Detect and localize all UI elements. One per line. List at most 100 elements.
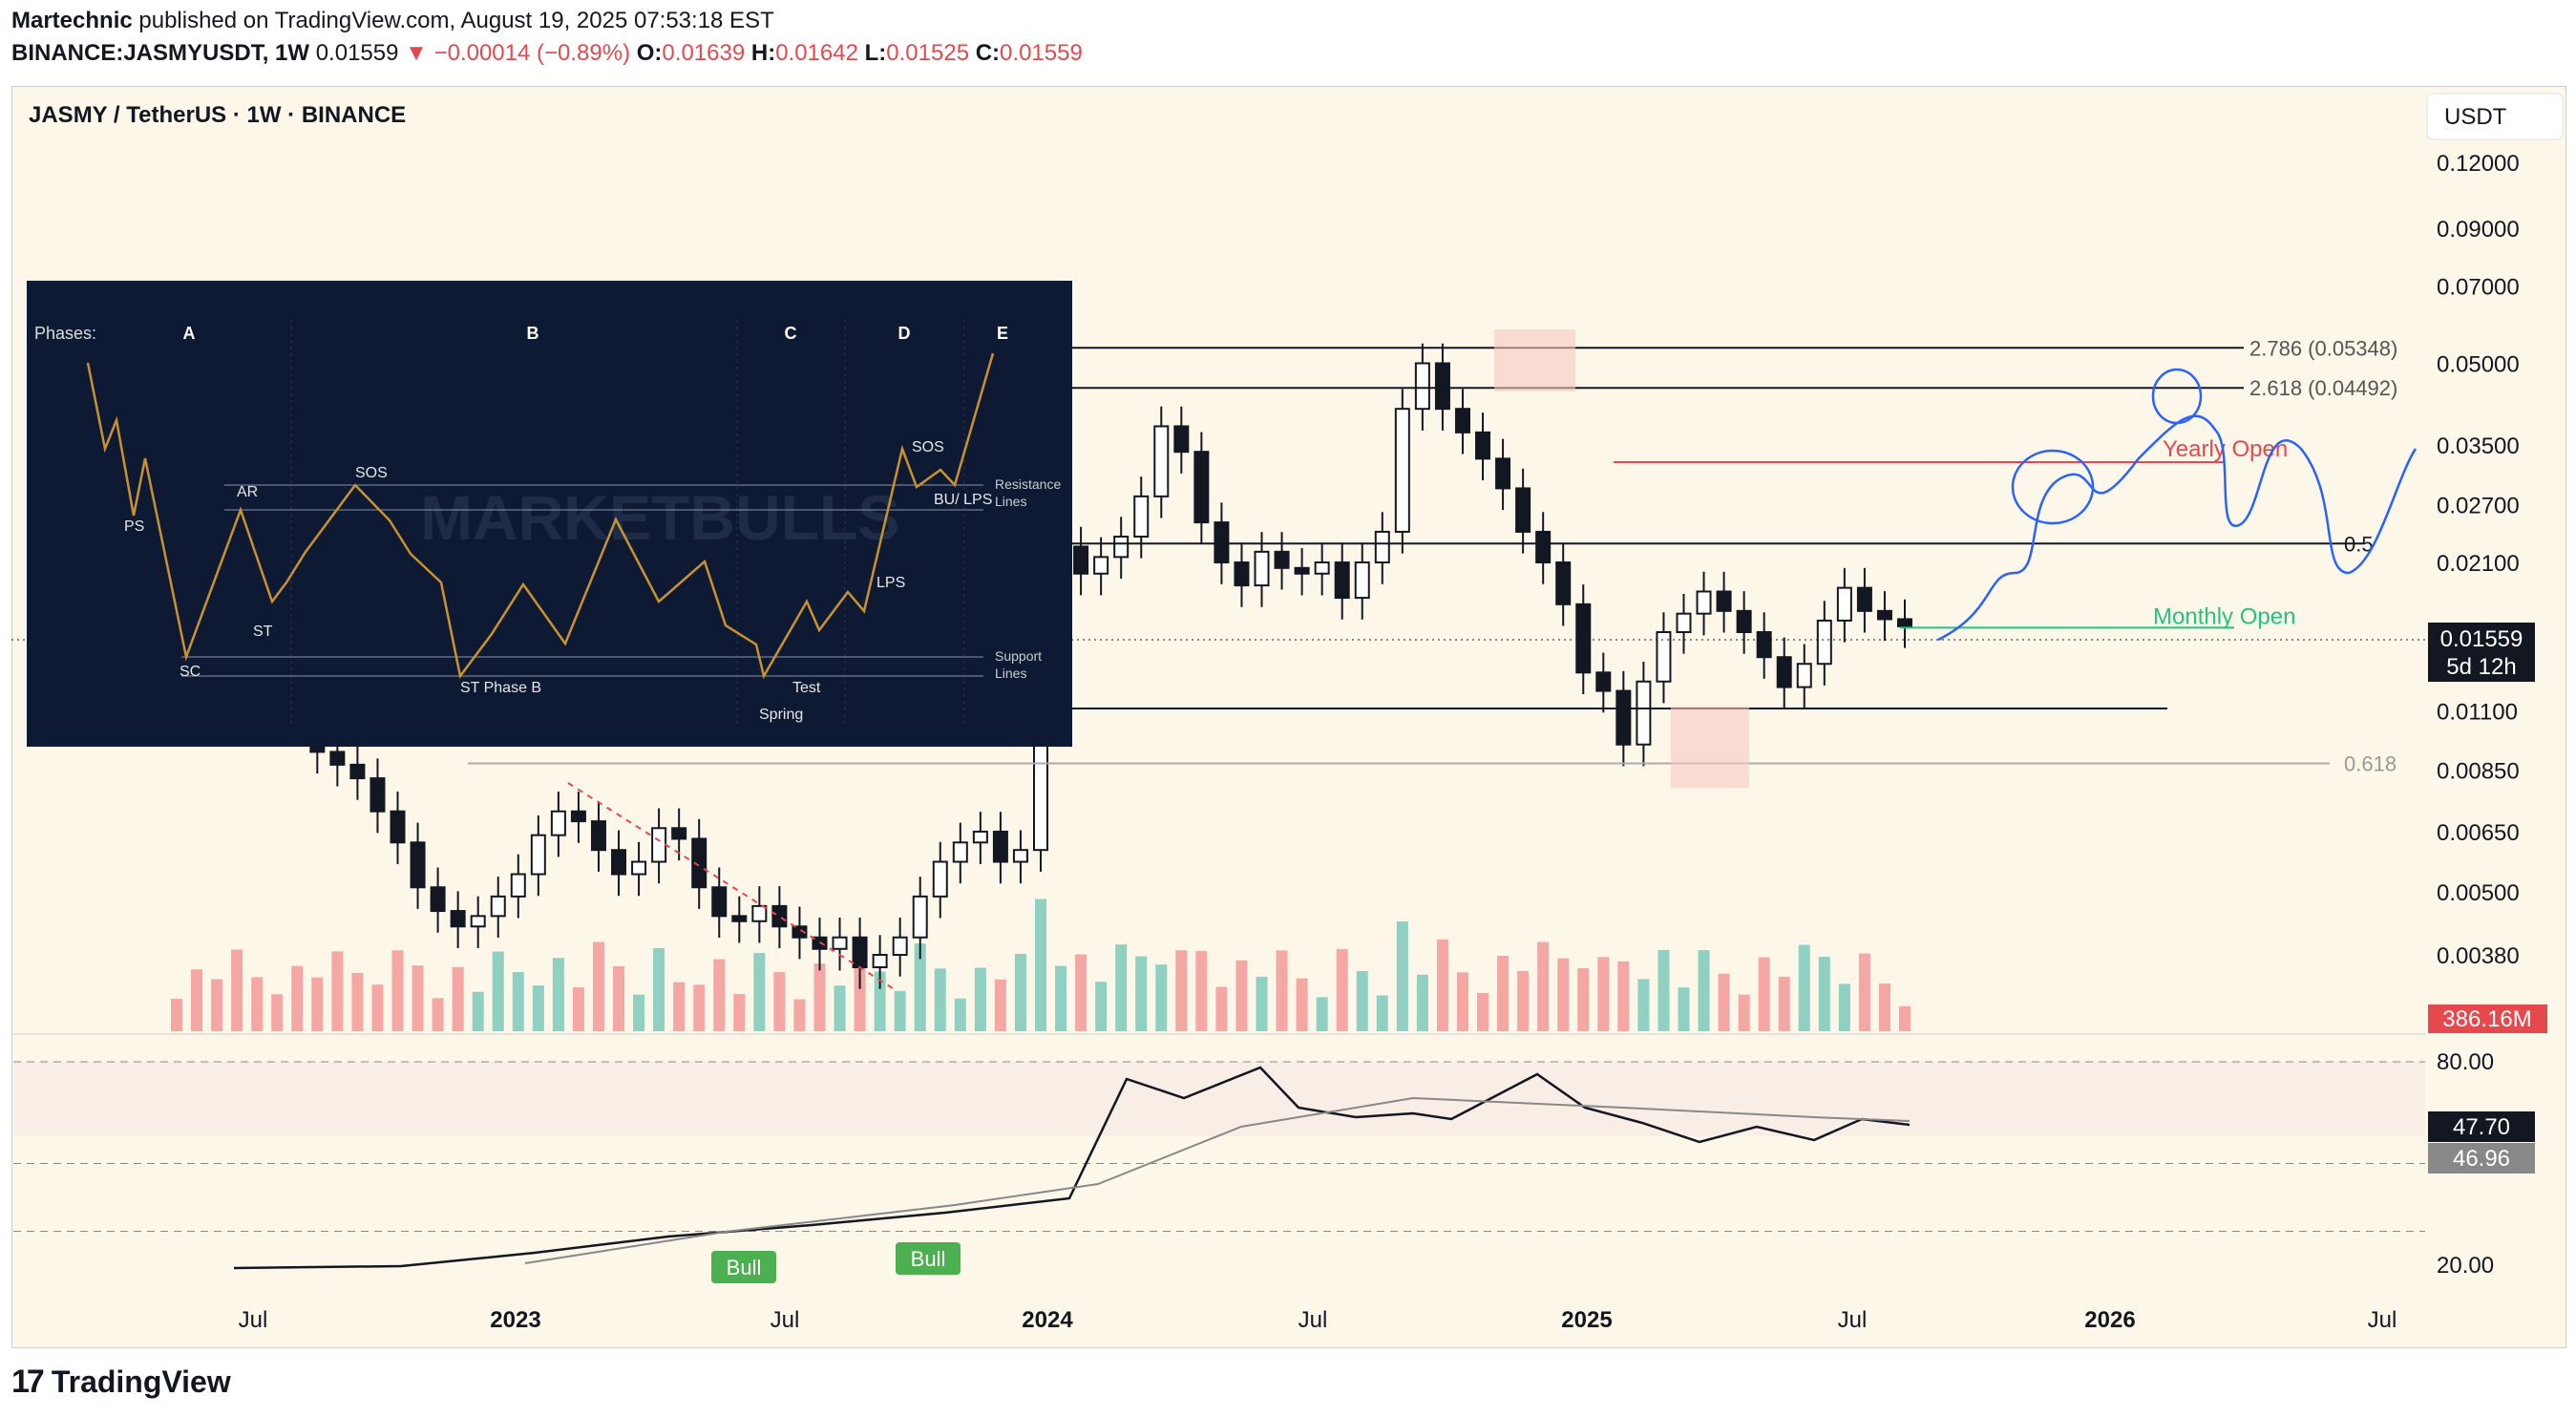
candle-body [1012, 849, 1028, 863]
candle-body [1756, 631, 1772, 659]
candle-body [1434, 362, 1450, 411]
y-axis-tick: 0.00850 [2437, 758, 2520, 784]
bull-badge [896, 1242, 961, 1275]
wyckoff-watermark: MARKETBULLS [420, 482, 899, 553]
candle-body [390, 810, 406, 844]
wyckoff-phase-label: C [785, 324, 797, 343]
volume-bar [412, 965, 424, 1031]
candle-body [1414, 362, 1430, 411]
down-arrow-icon: ▼ [405, 40, 428, 66]
y-axis-tick: 0.00500 [2437, 880, 2520, 906]
volume-bar [1296, 978, 1308, 1031]
volume-bar [934, 968, 946, 1031]
candle-body [550, 810, 566, 836]
volume-bar [1497, 956, 1510, 1031]
candle-body [1294, 566, 1310, 575]
candle-body [1575, 603, 1592, 674]
volume-bar [472, 991, 484, 1031]
volume-bar [753, 953, 766, 1031]
volume-bar [1818, 956, 1830, 1031]
rsi-ma-value: 46.96 [2453, 1146, 2510, 1172]
volume-bar [954, 998, 966, 1031]
volume-bar [452, 966, 464, 1031]
volume-bar [1517, 970, 1530, 1031]
y-axis-tick: 0.00380 [2437, 943, 2520, 969]
volume-bar [1075, 954, 1087, 1031]
high-value: 0.01642 [775, 40, 858, 66]
candle-body [1736, 609, 1752, 634]
candle-body [972, 830, 988, 844]
volume-bar [1376, 995, 1388, 1031]
currency-button-label: USDT [2444, 104, 2507, 130]
volume-bar [1316, 997, 1328, 1031]
candle-body [410, 841, 426, 889]
circle-annotation-2 [2151, 368, 2203, 425]
candle-body [611, 849, 627, 876]
rsi-axis-tick: 80.00 [2437, 1049, 2494, 1075]
candle-body [1615, 689, 1632, 746]
volume-bar [1215, 986, 1228, 1031]
candle-body [1254, 550, 1270, 587]
candle-body [691, 837, 707, 889]
candle-body [1475, 431, 1491, 460]
candle-body [490, 895, 506, 918]
candle-body [1716, 590, 1732, 612]
candle-body [430, 886, 446, 913]
candle-body [1374, 530, 1390, 564]
wyckoff-event-label: LPS [876, 575, 905, 591]
candle-body [1856, 586, 1872, 612]
candle-body [349, 763, 366, 780]
candle-body [530, 834, 546, 876]
rsi-band [13, 1062, 2425, 1136]
candle-body [1153, 425, 1170, 497]
candle-body [1354, 561, 1370, 600]
candle-body [912, 895, 928, 939]
candle-body [711, 886, 728, 918]
candle-body [651, 827, 667, 863]
candle-body [852, 936, 868, 968]
y-axis-tick: 0.00650 [2437, 820, 2520, 846]
brand-name: TradingView [51, 1364, 231, 1399]
volume-bar [1758, 957, 1770, 1031]
volume-bar [894, 990, 906, 1031]
volume-bar [713, 959, 726, 1031]
x-axis-tick: Jul [1838, 1307, 1868, 1333]
top-highlight-zone [1494, 329, 1575, 391]
footer-brand: 17 TradingView [11, 1364, 231, 1401]
published-text: published on TradingView.com, August 19,… [138, 8, 774, 33]
volume-bar [191, 969, 203, 1031]
volume-badge [2428, 1005, 2547, 1033]
volume-bar [1436, 939, 1448, 1031]
volume-bar [1095, 982, 1108, 1031]
bull-badge-label: Bull [911, 1247, 946, 1271]
monthly-open-label: Monthly Open [2153, 603, 2295, 629]
x-axis-tick: Jul [2368, 1307, 2397, 1333]
candle-body [590, 820, 606, 852]
candle-body [1897, 618, 1912, 627]
candle-body [570, 810, 586, 823]
wyckoff-resistance-label: Resistance [995, 476, 1061, 492]
volume-bar [311, 977, 324, 1031]
x-axis-tick: 2023 [490, 1307, 540, 1333]
volume-bar [1899, 1005, 1911, 1031]
volume-bar [1658, 949, 1670, 1031]
candle-body [1495, 457, 1511, 490]
wyckoff-event-label: PS [124, 518, 144, 535]
candle-body [1555, 561, 1572, 605]
volume-bar [1115, 944, 1128, 1031]
y-axis-tick: 0.03500 [2437, 434, 2520, 459]
volume-bar [371, 984, 384, 1031]
candle-body [1334, 561, 1350, 600]
tradingview-logo-icon: 17 [11, 1364, 45, 1400]
volume-bar [653, 947, 665, 1031]
yearly-open-label: Yearly Open [2163, 436, 2288, 462]
wyckoff-event-label: ST [253, 624, 273, 640]
y-axis-tick: 0.02100 [2437, 551, 2520, 577]
candle-body [470, 915, 486, 928]
x-axis-tick: 2024 [1022, 1307, 1073, 1333]
wyckoff-phase-label: B [527, 324, 539, 343]
candle-body [1113, 535, 1130, 559]
candle-body [1515, 487, 1531, 533]
candle-body [1776, 656, 1792, 688]
